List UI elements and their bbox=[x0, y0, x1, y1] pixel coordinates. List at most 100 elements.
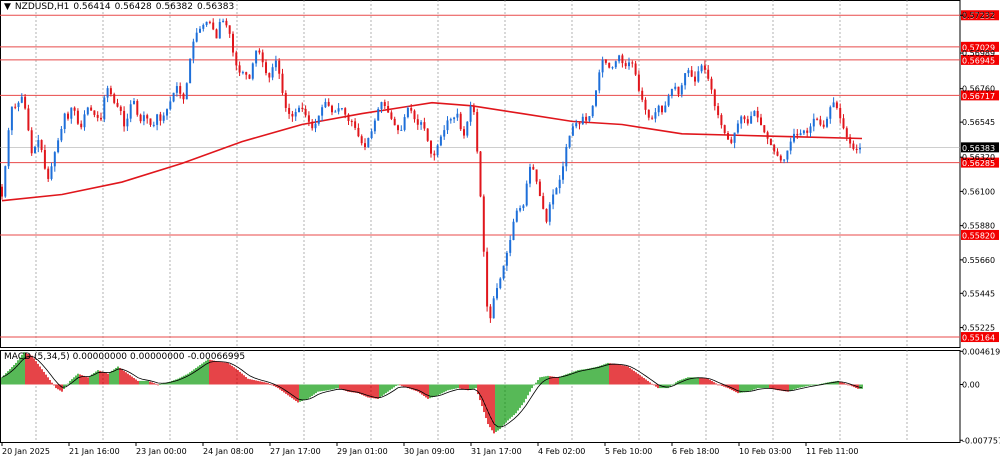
x-tick-label: 24 Jan 08:00 bbox=[203, 447, 254, 456]
candle-bear bbox=[416, 119, 419, 125]
macd-histogram-bar bbox=[763, 384, 765, 389]
macd-histogram-bar bbox=[283, 384, 285, 393]
macd-histogram-bar bbox=[403, 384, 405, 387]
macd-histogram-bar bbox=[45, 374, 47, 385]
macd-histogram-bar bbox=[259, 381, 261, 385]
macd-histogram-bar bbox=[415, 384, 417, 391]
macd-histogram-bar bbox=[667, 384, 669, 389]
macd-histogram-bar bbox=[95, 371, 97, 385]
macd-histogram-bar bbox=[241, 373, 243, 385]
candle-bear bbox=[535, 169, 538, 182]
candle-bear bbox=[746, 119, 749, 124]
candle-bull bbox=[337, 108, 340, 112]
macd-histogram-bar bbox=[153, 383, 155, 385]
candle-bull bbox=[502, 265, 505, 279]
macd-histogram-bar bbox=[51, 382, 53, 385]
candle-bear bbox=[476, 112, 479, 152]
macd-histogram-bar bbox=[393, 384, 395, 388]
candle-bear bbox=[763, 125, 766, 133]
candle-bear bbox=[109, 88, 112, 95]
y-tick-label: 0.56989 bbox=[962, 49, 995, 58]
macd-histogram-bar bbox=[175, 379, 177, 385]
candle-bull bbox=[126, 118, 129, 127]
macd-histogram-bar bbox=[11, 367, 13, 385]
macd-histogram-bar bbox=[669, 384, 671, 387]
macd-histogram-bar bbox=[213, 360, 215, 385]
macd-histogram-bar bbox=[115, 367, 117, 385]
candle-bear bbox=[261, 52, 264, 63]
macd-histogram-bar bbox=[167, 382, 169, 385]
macd-histogram-bar bbox=[127, 373, 129, 385]
candle-bull bbox=[499, 278, 502, 289]
macd-histogram-bar bbox=[251, 379, 253, 385]
candle-bear bbox=[311, 121, 314, 129]
macd-histogram-bar bbox=[779, 384, 781, 391]
candle-bull bbox=[453, 117, 456, 120]
macd-histogram-bar bbox=[397, 384, 399, 386]
candle-bear bbox=[301, 107, 304, 109]
macd-histogram-bar bbox=[635, 372, 637, 385]
candle-bear bbox=[542, 196, 545, 209]
candle-bear bbox=[482, 196, 485, 252]
candle-bull bbox=[334, 111, 337, 113]
macd-histogram-bar bbox=[477, 384, 479, 395]
macd-histogram-bar bbox=[435, 384, 437, 396]
macd-histogram-bar bbox=[687, 377, 689, 385]
macd-histogram-bar bbox=[125, 372, 127, 385]
macd-histogram-bar bbox=[783, 384, 785, 392]
price-pane-frame bbox=[0, 0, 961, 348]
candle-bear bbox=[776, 151, 779, 156]
macd-histogram-bar bbox=[235, 368, 237, 385]
macd-histogram-bar bbox=[523, 384, 525, 403]
dropdown-triangle-icon[interactable]: ▼ bbox=[4, 2, 11, 12]
macd-histogram-bar bbox=[531, 384, 533, 389]
candle-bear bbox=[149, 118, 152, 125]
macd-header: MACD (5,34,5) 0.00000000 0.00000000 -0.00066… bbox=[4, 352, 248, 362]
macd-histogram-bar bbox=[549, 376, 551, 385]
macd-histogram-bar bbox=[289, 384, 291, 397]
macd-histogram-bar bbox=[801, 384, 803, 388]
macd-histogram-bar bbox=[85, 376, 87, 385]
macd-histogram-bar bbox=[707, 378, 709, 385]
candle-bull bbox=[753, 110, 756, 117]
macd-histogram-bar bbox=[821, 383, 823, 385]
macd-histogram-bar bbox=[753, 384, 755, 390]
candle-bear bbox=[96, 114, 99, 118]
macd-value-2: 0.00000000 bbox=[130, 352, 185, 362]
candle-bear bbox=[855, 148, 858, 150]
macd-histogram-bar bbox=[721, 384, 723, 386]
macd-histogram-bar bbox=[449, 384, 451, 390]
macd-histogram-bar bbox=[345, 384, 347, 391]
candle-bear bbox=[139, 114, 142, 122]
candle-bear bbox=[397, 125, 399, 131]
macd-histogram-bar bbox=[185, 374, 187, 385]
macd-histogram-bar bbox=[237, 370, 239, 385]
macd-histogram-bar bbox=[307, 384, 309, 399]
candle-bull bbox=[195, 32, 198, 42]
macd-histogram-bar bbox=[199, 365, 201, 385]
macd-histogram-bar bbox=[697, 377, 699, 385]
macd-histogram-bar bbox=[755, 384, 757, 389]
macd-histogram-bar bbox=[7, 371, 9, 385]
axis-layer: 0.57232 0.56989 0.56760 0.56545 0.56320 0.561… bbox=[1, 11, 1000, 456]
candle-bull bbox=[802, 130, 805, 134]
macd-histogram-bar bbox=[301, 384, 303, 402]
macd-histogram-bar bbox=[627, 366, 629, 385]
macd-histogram-bar bbox=[233, 367, 235, 385]
macd-histogram-bar bbox=[451, 384, 453, 390]
x-tick-label: 23 Jan 00:00 bbox=[136, 447, 187, 456]
symbol-label: NZDUSD,H1 bbox=[14, 2, 70, 12]
candle-bear bbox=[347, 114, 350, 121]
macd-histogram-bar bbox=[137, 380, 139, 385]
candle-bull bbox=[446, 120, 449, 131]
macd-histogram-bar bbox=[495, 384, 497, 432]
candle-bull bbox=[50, 166, 53, 179]
macd-histogram-bar bbox=[629, 367, 631, 385]
price-level-label: 0.55820 bbox=[962, 231, 995, 240]
macd-histogram-bar bbox=[365, 384, 367, 397]
candle-bull bbox=[86, 107, 89, 115]
macd-histogram-bar bbox=[291, 384, 293, 399]
macd-histogram-bar bbox=[489, 384, 491, 428]
candle-bear bbox=[331, 105, 333, 113]
candle-bull bbox=[670, 88, 673, 96]
